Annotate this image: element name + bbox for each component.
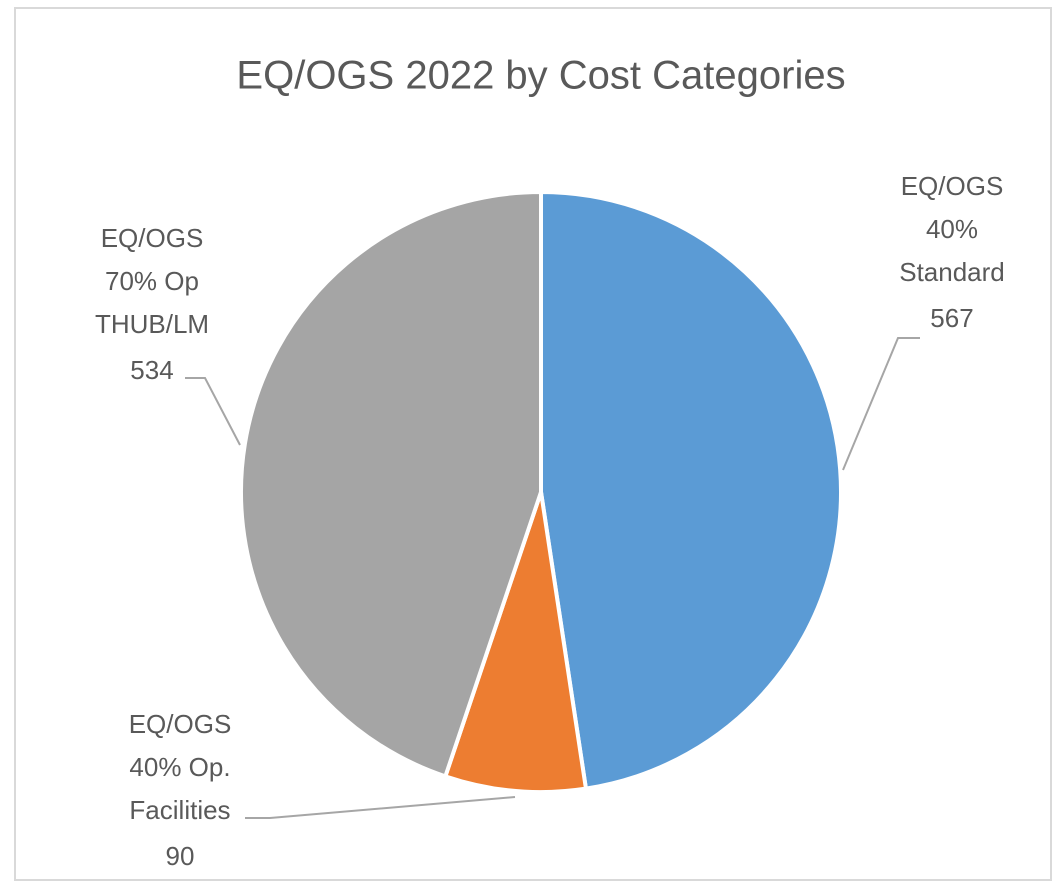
- leader-line: [185, 377, 241, 446]
- data-label-value: 567: [930, 303, 973, 333]
- leader-line: [842, 337, 920, 471]
- chart-title: EQ/OGS 2022 by Cost Categories: [236, 54, 845, 98]
- leader-line: [245, 796, 516, 819]
- pie-slice: [239, 189, 543, 779]
- data-label-category: EQ/OGS 40% Op. Facilities: [129, 709, 232, 825]
- data-label-value: 534: [130, 355, 173, 385]
- data-label-value: 90: [166, 841, 195, 871]
- data-label-category: EQ/OGS 40% Standard: [899, 171, 1005, 287]
- pie-slice: [442, 491, 589, 794]
- pie-slice: [539, 189, 843, 791]
- data-label-category: EQ/OGS 70% Op THUB/LM: [95, 223, 209, 339]
